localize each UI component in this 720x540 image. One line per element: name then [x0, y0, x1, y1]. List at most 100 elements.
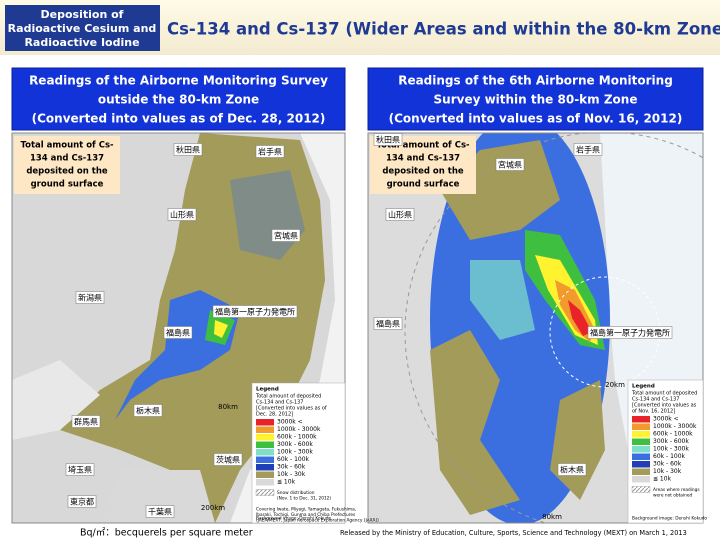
title: Cs-134 and Cs-137 (Wider Areas and withi…	[167, 20, 720, 39]
place-name: 福島県	[166, 328, 190, 338]
legend-swatch	[256, 456, 274, 463]
place-box	[587, 326, 673, 339]
legend-note: Covering Iwate, Miyagi, Yamagata, Fukush…	[256, 507, 356, 513]
legend-subtitle: of Nov. 16, 2012]	[632, 409, 675, 415]
legend-note: Ibaraki, Tochigi, Gunma and Chiba Prefec…	[256, 512, 356, 518]
legend-hatch	[255, 489, 275, 496]
place-name: 埼玉県	[68, 465, 92, 475]
legend-subtitle: [Converted into values as of	[256, 406, 327, 412]
map-label: Total amount of Cs-	[20, 141, 114, 151]
legend-title: Legend	[632, 384, 655, 390]
place-box	[557, 463, 587, 476]
place-name: 新潟県	[78, 293, 102, 303]
legend-subtitle: Cs-134 and Cs-137	[632, 397, 679, 403]
legend-swatch	[256, 464, 274, 471]
legend-swatch	[632, 438, 650, 445]
legend-swatch	[632, 453, 650, 460]
place-name: 福島第一原子力発電所	[215, 307, 295, 317]
legend-swatch	[256, 441, 274, 448]
legend-label: 600k - 1000k	[653, 431, 693, 438]
legend-subtitle: [Converted into values as	[632, 403, 697, 409]
place-name: 栃木県	[136, 406, 160, 416]
map-label: 134 and Cs-137	[386, 154, 460, 164]
legend-note: Areas where readings	[653, 487, 700, 493]
map-frame	[11, 132, 346, 524]
place-box	[495, 158, 525, 171]
distance-label: 200km	[201, 504, 225, 512]
legend-label: 1000k - 3000k	[653, 423, 697, 430]
place-box	[573, 143, 603, 156]
map-label: ground surface	[31, 180, 104, 190]
place-box	[133, 404, 163, 417]
place-name: 茨城県	[216, 455, 240, 465]
legend-note: Background image: Denshi Kokudo	[256, 516, 331, 522]
legend-label: 300k - 600k	[653, 438, 689, 445]
place-box	[212, 305, 298, 318]
legend-swatch	[256, 479, 274, 486]
legend-label: 100k - 300k	[653, 446, 689, 453]
legend-swatch	[256, 426, 274, 433]
place-name: 岩手県	[258, 147, 282, 157]
place-box	[255, 145, 285, 158]
map-frame	[367, 132, 704, 524]
legend-swatch	[632, 461, 650, 468]
units-note: Bq/㎡：becquerels per square meter	[80, 528, 253, 539]
legend-label: 10k - 30k	[277, 471, 306, 478]
legend-note: (JAEA/MEXT, Japan Aerospace Exploration …	[256, 518, 379, 524]
distance-label: 80km	[542, 513, 562, 521]
legend-note: were not obtained	[653, 493, 692, 499]
legend-label: 1000k - 3000k	[277, 426, 321, 433]
place-box	[71, 415, 101, 428]
map-label: 134 and Cs-137	[30, 154, 104, 164]
place-box	[173, 143, 203, 156]
legend-note: Background image: Denshi Kokudo	[632, 516, 707, 522]
place-box	[271, 229, 301, 242]
panel-heading: Readings of the 6th Airborne Monitoring	[398, 74, 673, 88]
legend-label: 100k - 300k	[277, 449, 313, 456]
legend-swatch	[632, 446, 650, 453]
legend-label: ≦ 10k	[653, 476, 672, 483]
legend-label: 3000k <	[653, 416, 679, 423]
place-box	[167, 208, 197, 221]
legend-title: Legend	[256, 387, 279, 393]
place-box	[213, 453, 243, 466]
place-box	[145, 505, 175, 518]
legend-subtitle: Dec. 28, 2012]	[256, 412, 293, 418]
legend-label: 600k - 1000k	[277, 434, 317, 441]
legend-swatch	[256, 419, 274, 426]
map-label: deposited on the	[382, 167, 464, 177]
map-label: Total amount of Cs-	[376, 141, 470, 151]
distance-label: 80km	[218, 403, 238, 411]
legend-subtitle: Cs-134 and Cs-137	[256, 400, 303, 406]
place-name: 山形県	[388, 210, 412, 220]
legend-swatch	[256, 434, 274, 441]
place-name: 福島第一原子力発電所	[590, 328, 670, 338]
header-tag	[5, 5, 160, 51]
map-label-box	[14, 136, 120, 194]
panel-heading-box	[11, 67, 346, 131]
place-box	[67, 495, 97, 508]
panel-heading: (Converted into values as of Dec. 28, 20…	[32, 112, 326, 126]
legend-swatch	[632, 431, 650, 438]
distance-label: 20km	[605, 381, 625, 389]
place-name: 秋田県	[176, 145, 200, 155]
legend-swatch	[256, 471, 274, 478]
legend-label: 10k - 30k	[653, 468, 682, 475]
legend-subtitle: Total amount of deposited	[631, 391, 697, 397]
place-box	[385, 208, 415, 221]
place-box	[373, 317, 403, 330]
panel-heading: Survey within the 80-km Zone	[434, 93, 638, 107]
place-name: 栃木県	[560, 465, 584, 475]
legend-label: 30k - 60k	[277, 464, 306, 471]
map-label: deposited on the	[26, 167, 108, 177]
legend-swatch	[632, 423, 650, 430]
place-box	[373, 133, 403, 146]
panel-heading-box	[367, 67, 704, 131]
panel-heading: Readings of the Airborne Monitoring Surv…	[29, 74, 328, 88]
legend-label: 60k - 100k	[277, 456, 310, 463]
place-name: 千葉県	[148, 507, 172, 517]
legend-note: Snow distribution	[277, 490, 315, 496]
legend-label: 300k - 600k	[277, 441, 313, 448]
legend-note: (Nov. 1 to Dec. 31, 2012)	[277, 496, 331, 502]
